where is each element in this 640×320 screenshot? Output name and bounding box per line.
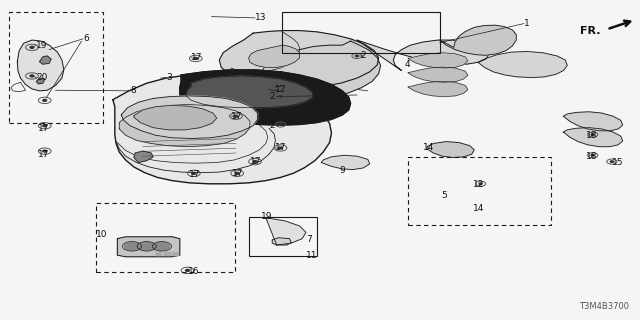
Polygon shape: [121, 96, 257, 139]
Text: 17: 17: [275, 143, 287, 152]
Text: 15: 15: [612, 158, 623, 167]
Text: 17: 17: [250, 157, 261, 166]
Polygon shape: [36, 78, 45, 84]
Polygon shape: [119, 105, 250, 147]
Text: 17: 17: [38, 124, 50, 133]
Text: 17: 17: [232, 169, 244, 178]
Circle shape: [355, 55, 358, 57]
Text: 18: 18: [586, 131, 598, 140]
Text: 17: 17: [191, 53, 203, 62]
Polygon shape: [427, 142, 474, 157]
Polygon shape: [408, 81, 468, 97]
Polygon shape: [478, 52, 567, 77]
Text: 14: 14: [423, 143, 435, 152]
Text: 12: 12: [275, 85, 287, 94]
Text: 1: 1: [524, 19, 530, 28]
Bar: [96, 203, 235, 272]
Bar: [9, 12, 103, 123]
Circle shape: [30, 75, 34, 77]
Circle shape: [279, 96, 282, 97]
Bar: [172, 252, 178, 255]
Text: 10: 10: [96, 230, 107, 239]
Circle shape: [30, 46, 34, 48]
Text: 19: 19: [261, 212, 273, 221]
Text: T3M4B3700: T3M4B3700: [579, 302, 629, 311]
Bar: [164, 252, 170, 255]
Polygon shape: [113, 74, 332, 184]
Polygon shape: [261, 41, 381, 97]
Text: 7: 7: [306, 236, 312, 244]
Circle shape: [186, 269, 189, 271]
Circle shape: [43, 100, 47, 101]
Circle shape: [279, 124, 282, 125]
Text: 19: 19: [36, 41, 48, 50]
Polygon shape: [248, 45, 300, 68]
Text: 18: 18: [586, 152, 598, 161]
Bar: [282, 12, 440, 53]
Polygon shape: [563, 128, 623, 147]
Polygon shape: [408, 67, 468, 82]
Text: 14: 14: [473, 204, 484, 213]
Text: 9: 9: [339, 166, 345, 175]
Polygon shape: [180, 70, 351, 125]
Polygon shape: [563, 112, 623, 131]
Circle shape: [234, 115, 238, 117]
Polygon shape: [40, 56, 51, 64]
Bar: [408, 157, 551, 225]
Text: 12: 12: [473, 180, 484, 189]
Circle shape: [591, 155, 595, 156]
Circle shape: [253, 161, 257, 163]
Text: 17: 17: [231, 112, 243, 121]
Polygon shape: [357, 40, 489, 70]
Polygon shape: [272, 238, 291, 245]
Polygon shape: [321, 155, 370, 170]
Circle shape: [278, 147, 282, 149]
Text: 11: 11: [306, 251, 317, 260]
Text: 6: 6: [83, 34, 89, 43]
Text: 8: 8: [130, 86, 136, 95]
Circle shape: [154, 243, 170, 250]
Text: 13: 13: [255, 13, 266, 22]
Text: 2: 2: [270, 92, 275, 101]
Polygon shape: [408, 53, 468, 68]
Polygon shape: [440, 25, 516, 55]
Circle shape: [194, 58, 198, 60]
Circle shape: [611, 161, 613, 162]
Text: 2: 2: [270, 121, 275, 130]
Circle shape: [591, 134, 595, 135]
Bar: [248, 217, 317, 256]
Bar: [156, 252, 161, 255]
Polygon shape: [134, 151, 153, 163]
Text: 3: 3: [166, 73, 172, 82]
Circle shape: [124, 243, 140, 250]
Polygon shape: [186, 76, 312, 108]
Text: 20: 20: [36, 73, 48, 82]
Text: 17: 17: [189, 170, 201, 179]
Polygon shape: [17, 40, 64, 91]
Text: 17: 17: [38, 150, 50, 159]
Circle shape: [43, 150, 47, 152]
Text: 5: 5: [441, 191, 447, 200]
Polygon shape: [134, 105, 217, 130]
Circle shape: [43, 125, 47, 127]
Text: 4: 4: [404, 60, 410, 69]
Text: 16: 16: [188, 267, 199, 276]
Polygon shape: [266, 218, 306, 245]
Circle shape: [479, 183, 482, 185]
Circle shape: [236, 172, 239, 174]
Polygon shape: [220, 31, 379, 88]
Circle shape: [139, 243, 154, 250]
Circle shape: [192, 172, 196, 174]
Text: FR.: FR.: [580, 26, 600, 36]
Polygon shape: [117, 237, 180, 257]
Text: 2: 2: [360, 52, 366, 60]
